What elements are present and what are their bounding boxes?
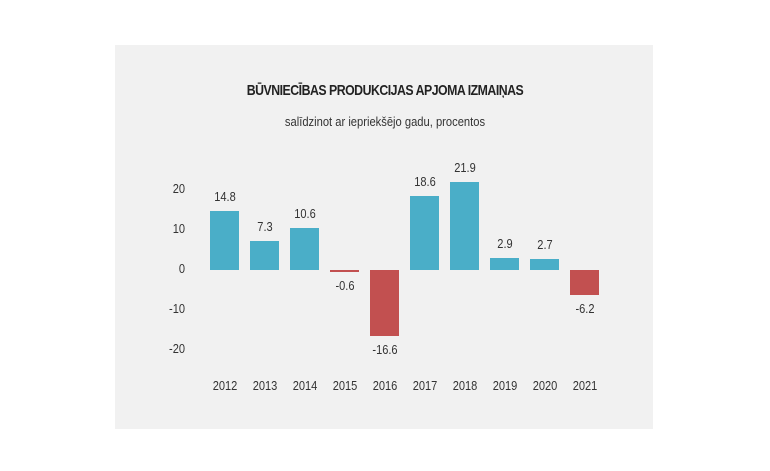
value-label: 14.8 (213, 188, 236, 204)
bar-2014 (290, 227, 319, 270)
bar-2015 (330, 270, 359, 273)
bar-2020 (530, 259, 559, 270)
value-label: 2.9 (496, 236, 513, 252)
value-label: 21.9 (453, 160, 476, 176)
value-label: 7.3 (256, 218, 273, 234)
bar-2017 (410, 195, 439, 270)
x-tick-label: 2012 (212, 378, 237, 393)
bar-2016 (370, 270, 399, 337)
value-label: 18.6 (413, 173, 436, 189)
bar-2019 (490, 258, 519, 270)
y-tick-label: 0 (178, 261, 185, 276)
value-label: 10.6 (293, 205, 316, 221)
y-tick-label: -10 (169, 301, 185, 316)
y-tick-label: 20 (172, 181, 185, 196)
value-label: 2.7 (536, 237, 553, 253)
x-tick-label: 2017 (412, 378, 437, 393)
value-label: -0.6 (334, 278, 355, 294)
value-label: -6.2 (574, 300, 595, 316)
x-tick-label: 2013 (252, 378, 277, 393)
chart-title: BŪVNIECĪBAS PRODUKCIJAS APJOMA IZMAIŅAS (246, 82, 524, 99)
x-tick-label: 2014 (292, 378, 317, 393)
value-label: -16.6 (371, 342, 398, 358)
chart-subtitle: salīdzinot ar iepriekšējo gadu, procento… (284, 114, 486, 129)
y-tick-label: 10 (172, 221, 185, 236)
x-tick-label: 2021 (572, 378, 597, 393)
bar-2012 (210, 210, 239, 270)
bar-2018 (450, 182, 479, 270)
x-tick-label: 2015 (332, 378, 357, 393)
x-tick-label: 2016 (372, 378, 397, 393)
bar-2021 (570, 270, 599, 295)
x-tick-label: 2020 (532, 378, 557, 393)
x-tick-label: 2019 (492, 378, 517, 393)
y-tick-label: -20 (169, 341, 185, 356)
x-tick-label: 2018 (452, 378, 477, 393)
bar-2013 (250, 240, 279, 270)
chart-panel (115, 45, 653, 429)
